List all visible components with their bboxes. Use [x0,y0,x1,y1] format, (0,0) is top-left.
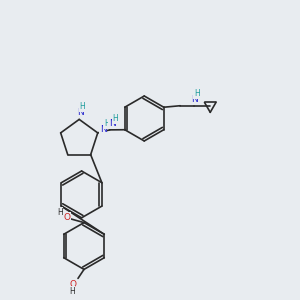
Text: H: H [79,102,85,111]
Text: N: N [109,119,116,128]
Text: O: O [70,280,77,289]
Text: H: H [69,287,75,296]
Text: O: O [63,213,70,222]
Text: H: H [57,208,63,217]
Text: H: H [194,89,200,98]
Text: N: N [191,94,198,103]
Text: H: H [112,114,118,123]
Text: H: H [104,119,110,128]
Text: N: N [100,125,106,134]
Text: N: N [77,108,84,117]
